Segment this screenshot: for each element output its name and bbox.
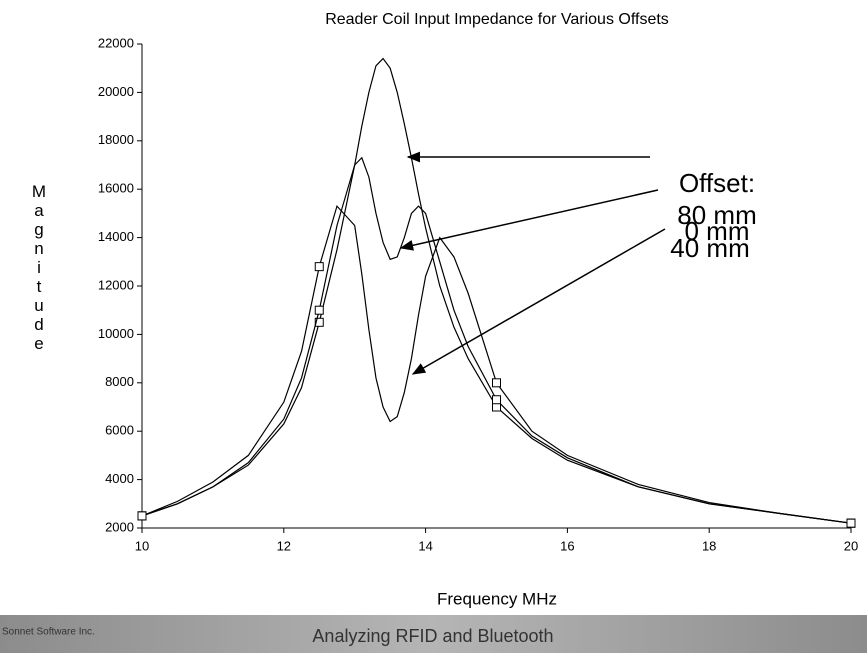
y-tick-label: 12000 <box>98 277 134 292</box>
arrow <box>399 189 659 251</box>
y-tick-label: 22000 <box>98 35 134 50</box>
x-tick-label: 10 <box>135 538 149 553</box>
arrow <box>411 228 666 375</box>
series-line <box>141 204 852 524</box>
y-tick-label: 16000 <box>98 181 134 196</box>
legend-entry: 40 mm <box>670 233 749 263</box>
legend-entry: 80 mm <box>677 200 756 230</box>
legend-entry: 0 mm <box>685 216 750 246</box>
y-tick-label: 2000 <box>105 519 134 534</box>
series-line <box>141 57 852 524</box>
y-tick-label: 6000 <box>105 423 134 438</box>
x-tick-label: 16 <box>560 538 574 553</box>
point-marker <box>492 378 501 388</box>
source: Sonnet Software Inc. <box>2 627 95 638</box>
y-axis-label: Magnitude <box>30 182 49 353</box>
legend-title: Offset: <box>679 168 755 198</box>
y-tick-label: 14000 <box>98 229 134 244</box>
point-marker <box>314 262 324 272</box>
point-marker <box>846 518 856 528</box>
x-tick-label: 18 <box>702 538 716 553</box>
y-tick-label: 8000 <box>105 374 134 389</box>
x-tick-label: 20 <box>844 538 858 553</box>
y-tick-label: 10000 <box>98 326 134 341</box>
x-axis-label: Frequency MHz <box>437 589 557 608</box>
point-marker <box>137 511 147 521</box>
point-marker <box>492 395 501 405</box>
series-line <box>141 156 852 524</box>
point-marker <box>314 317 324 327</box>
caption: Analyzing RFID and Bluetooth <box>312 626 553 646</box>
y-tick-label: 4000 <box>105 471 134 486</box>
chart-title: Reader Coil Input Impedance for Various … <box>325 11 669 28</box>
y-tick-label: 18000 <box>98 132 134 147</box>
x-tick-label: 12 <box>277 538 291 553</box>
point-marker <box>314 305 324 315</box>
x-tick-label: 14 <box>418 538 432 553</box>
y-tick-label: 20000 <box>98 84 134 99</box>
